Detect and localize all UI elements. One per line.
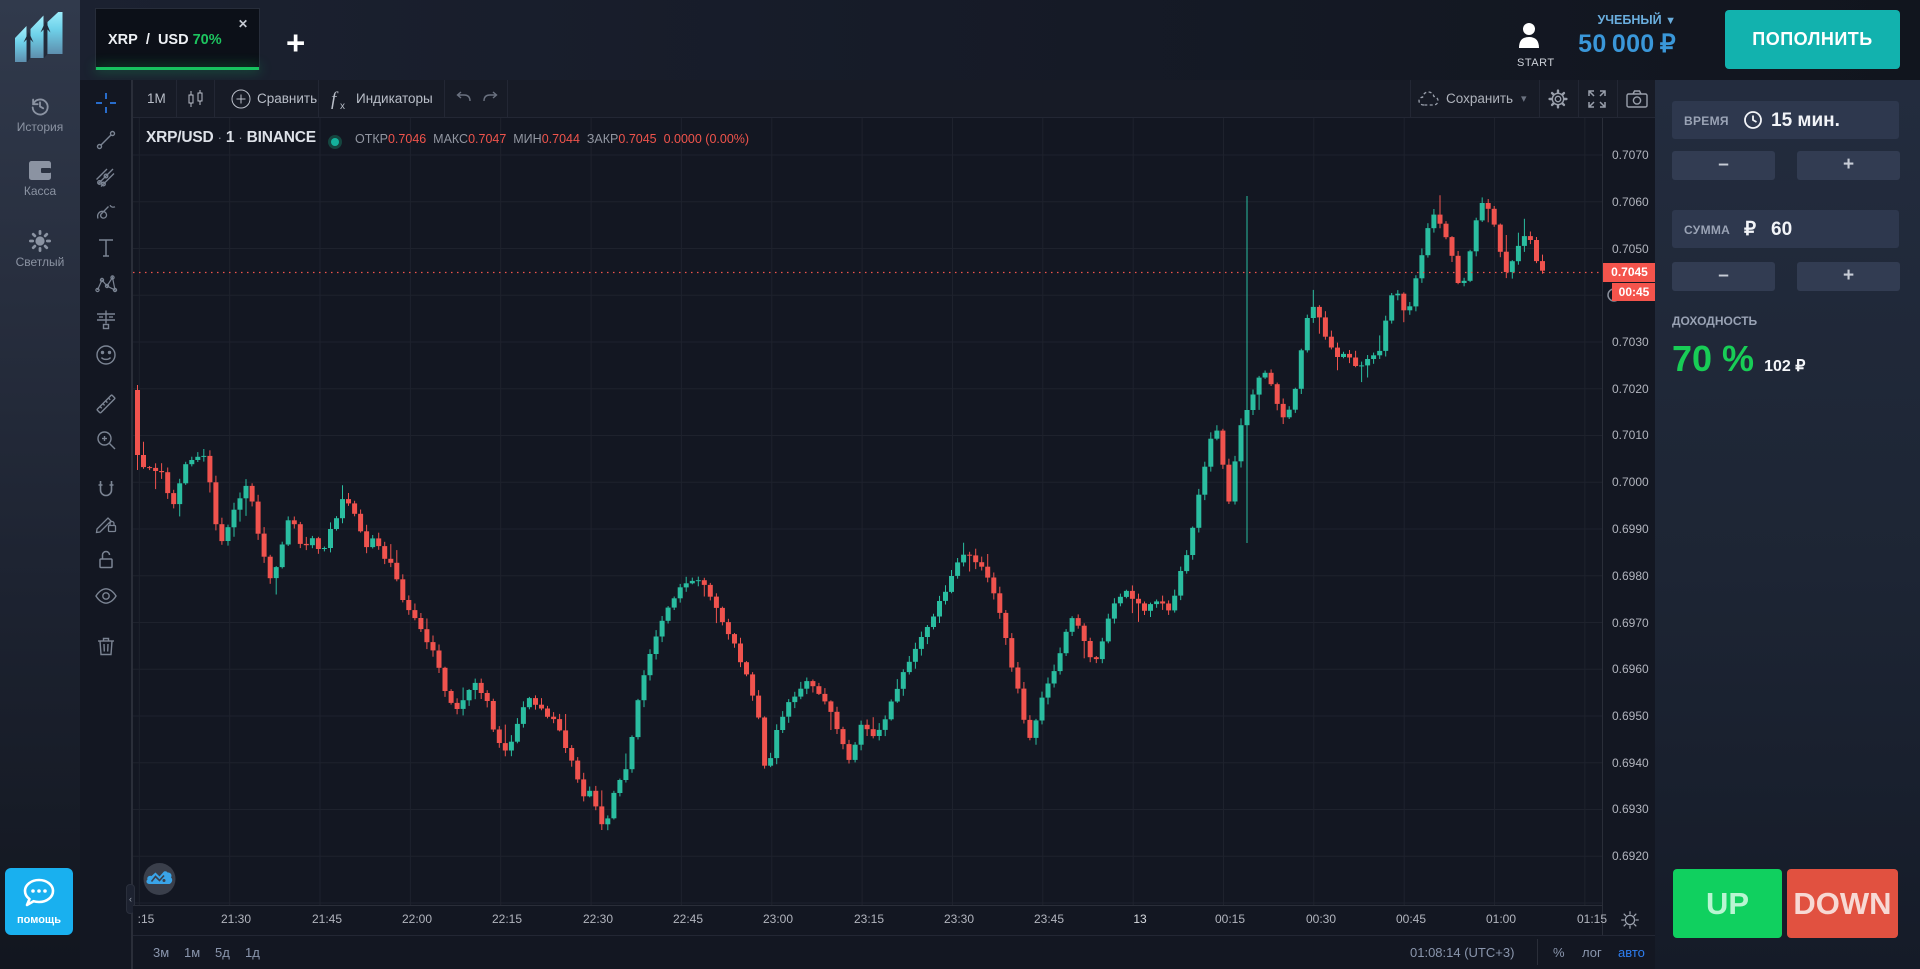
svg-text:f: f [331, 89, 339, 110]
svg-text:x: x [340, 101, 345, 110]
